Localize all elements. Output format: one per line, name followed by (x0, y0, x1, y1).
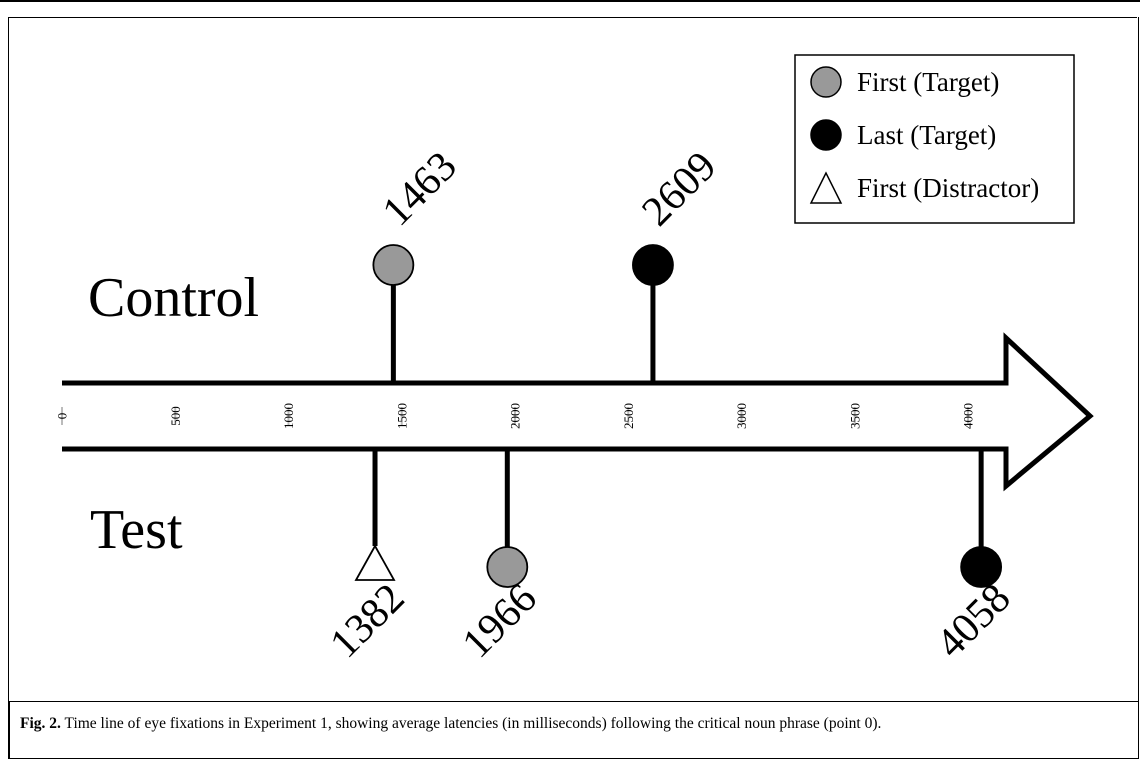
row-label-control: Control (88, 267, 259, 329)
event-label-1463: 1463 (374, 143, 466, 235)
tick-label-3500: 3500 (847, 403, 862, 429)
top-rule (0, 0, 1140, 2)
figure-caption-text: Time line of eye fixations in Experiment… (64, 715, 882, 732)
legend-marker-2 (809, 171, 843, 204)
event-marker-4058 (960, 546, 1003, 588)
tick-label-500: 500 (168, 406, 183, 426)
timeline-arrow-shape (62, 332, 1094, 492)
figure-frame-left-lower (8, 701, 10, 759)
row-label-test: Test (90, 499, 183, 561)
axis-ticks: 0 500 1000 1500 2000 2500 3000 3500 4000 (55, 403, 976, 429)
tick-label-0: 0 (55, 413, 70, 420)
figure-frame-bottom (8, 758, 1139, 759)
event-marker-1966 (486, 546, 529, 588)
tick-label-2500: 2500 (621, 403, 636, 429)
figure-caption-separator (8, 701, 1139, 702)
tick-label-1000: 1000 (281, 403, 296, 429)
event-label-4058: 4058 (928, 575, 1020, 667)
event-label-1966: 1966 (454, 575, 546, 667)
legend-label-1: Last (Target) (857, 120, 996, 150)
legend-entries: First (Target) Last (Target) First (Distra… (809, 66, 1039, 204)
legend-label-2: First (Distractor) (857, 173, 1039, 203)
figure-caption: Fig. 2. Time line of eye fixations in Ex… (20, 713, 1130, 735)
event-label-2609: 2609 (633, 143, 725, 235)
event-marker-2609 (632, 244, 674, 286)
figure-frame (8, 17, 1137, 701)
legend-marker-0 (810, 66, 842, 98)
event-markers (354, 244, 1003, 588)
event-marker-1463 (372, 244, 415, 286)
legend: First (Target) Last (Target) First (Distra… (794, 54, 1075, 224)
event-marker-1382 (354, 544, 396, 581)
figure-frame-right (1138, 17, 1139, 759)
timeline-arrow (62, 332, 1094, 492)
timeline-chart: 0 500 1000 1500 2000 2500 3000 3500 4000 1463 260… (55, 54, 1094, 667)
legend-marker-1 (810, 119, 842, 151)
legend-label-0: First (Target) (857, 67, 999, 97)
tick-label-2000: 2000 (508, 403, 523, 429)
tick-label-3000: 3000 (734, 403, 749, 429)
event-label-1382: 1382 (322, 575, 414, 667)
figure-caption-label: Fig. 2. (20, 715, 61, 732)
tick-label-1500: 1500 (394, 403, 409, 429)
tick-label-4000: 4000 (961, 403, 976, 429)
